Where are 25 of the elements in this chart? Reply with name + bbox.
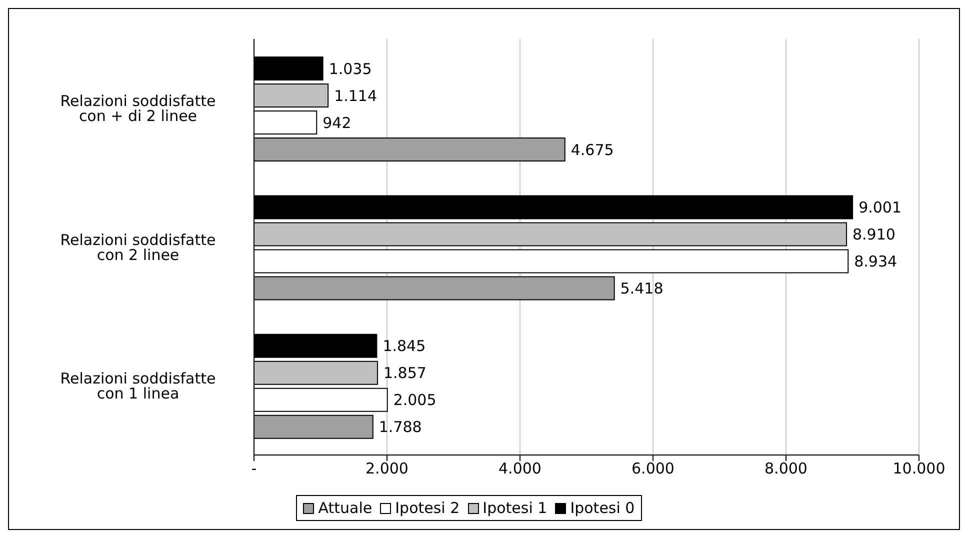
legend-label: Attuale xyxy=(317,499,372,517)
data-label: 9.001 xyxy=(858,198,902,217)
data-label: 1.788 xyxy=(378,418,422,436)
legend-label: Ipotesi 1 xyxy=(482,499,548,517)
data-label: 5.418 xyxy=(620,280,664,298)
x-tick-label: 10.000 xyxy=(892,460,946,478)
y-tick-label: Relazioni soddisfatte con 1 linea xyxy=(60,369,216,402)
data-label: 1.857 xyxy=(383,364,426,382)
x-tick-label: 8.000 xyxy=(764,460,808,478)
x-tick-label: 6.000 xyxy=(632,460,674,478)
data-label: 2.005 xyxy=(393,391,436,410)
y-tick-label: Relazioni soddisfatte con 2 linee xyxy=(60,230,216,264)
data-label: 8.934 xyxy=(854,252,898,271)
x-tick-label: 2.000 xyxy=(366,460,408,478)
x-tick-label: - xyxy=(251,460,257,478)
data-label: 942 xyxy=(322,114,352,132)
data-label: 8.910 xyxy=(852,226,896,244)
data-label: 1.035 xyxy=(328,60,372,78)
x-tick-label: 4.000 xyxy=(498,460,542,478)
y-tick-label: Relazioni soddisfatte con + di 2 linee xyxy=(60,92,216,126)
legend-label: Ipotesi 2 xyxy=(394,499,460,517)
data-label: 1.114 xyxy=(334,86,378,105)
legend-label: Ipotesi 0 xyxy=(569,499,635,517)
data-label: 4.675 xyxy=(570,140,614,159)
data-label: 1.845 xyxy=(382,337,426,356)
